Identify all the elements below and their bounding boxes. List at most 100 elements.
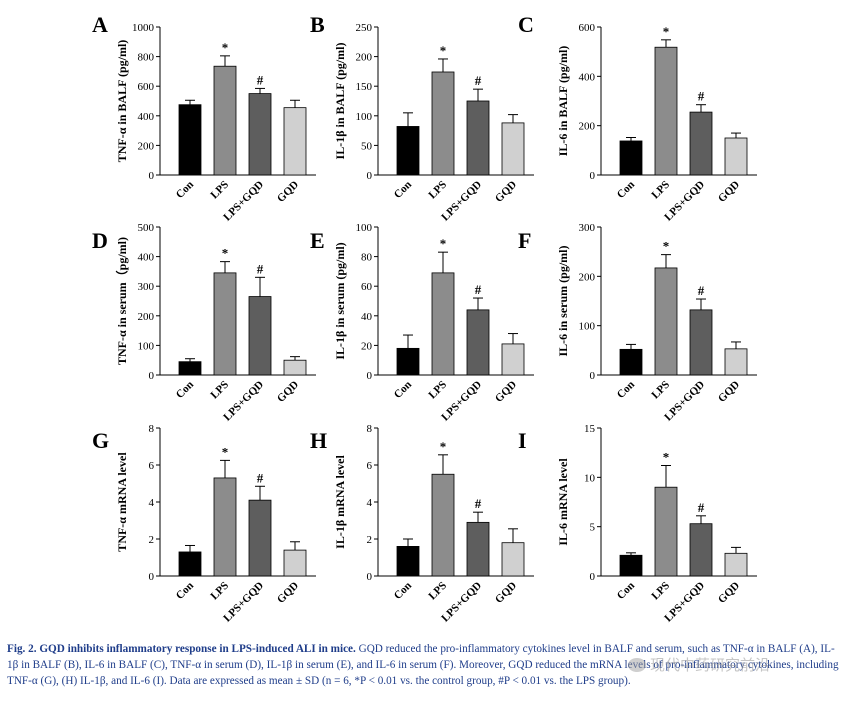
- category-label: GQD: [275, 580, 301, 606]
- y-tick-label: 80: [361, 252, 373, 264]
- significance-mark: #: [698, 500, 705, 515]
- y-axis-label: TNF-α in serum（pg/ml): [114, 237, 129, 365]
- bar-lps: [213, 477, 237, 577]
- y-axis-label: TNF-α in BALF (pg/ml): [115, 40, 129, 163]
- bar-gqd: [724, 552, 748, 577]
- y-axis-label: IL-6 in BALF (pg/ml): [556, 46, 570, 157]
- y-tick-label: 60: [361, 281, 373, 293]
- bar-con: [178, 551, 202, 577]
- bar-lps-gqd: [466, 100, 490, 176]
- category-label: LPS: [208, 179, 231, 202]
- bar-gqd: [724, 137, 748, 176]
- category-label: LPS: [649, 580, 672, 603]
- significance-mark: *: [663, 449, 670, 464]
- y-tick-label: 5: [590, 522, 596, 534]
- category-label: GQD: [493, 379, 519, 405]
- bar-lps-gqd: [466, 521, 490, 577]
- category-label: GQD: [493, 179, 519, 205]
- bar-gqd: [283, 359, 307, 376]
- category-label: GQD: [275, 379, 301, 405]
- y-tick-label: 8: [367, 423, 373, 435]
- bar-con: [619, 140, 643, 176]
- significance-mark: *: [440, 236, 447, 251]
- y-tick-label: 0: [367, 571, 373, 583]
- y-axis-label: TNF-α mRNA level: [115, 452, 129, 552]
- significance-mark: #: [475, 73, 482, 88]
- panel-E: E 0 20 40 60 80 100 IL-1β in serum (pg/ml) Con * L…: [310, 222, 534, 424]
- category-label: GQD: [275, 179, 301, 205]
- y-tick-label: 6: [149, 460, 155, 472]
- category-label: Con: [392, 379, 414, 401]
- category-label: LPS: [208, 580, 231, 603]
- y-tick-label: 600: [138, 81, 155, 93]
- category-label: GQD: [716, 379, 742, 405]
- y-tick-label: 250: [356, 22, 373, 34]
- y-tick-label: 10: [584, 472, 596, 484]
- bar-lps: [654, 267, 678, 376]
- bar-gqd: [724, 348, 748, 376]
- significance-mark: #: [475, 282, 482, 297]
- y-tick-label: 0: [590, 370, 596, 382]
- panel-B: B 0 50 100 150 200 250 IL-1β in BALF (pg/ml) Con…: [310, 12, 534, 224]
- bar-lps: [654, 486, 678, 577]
- y-tick-label: 100: [138, 340, 155, 352]
- significance-mark: *: [663, 24, 670, 39]
- bar-lps-gqd: [248, 93, 272, 176]
- bar-con: [396, 126, 420, 176]
- bar-con: [619, 348, 643, 376]
- y-tick-label: 2: [149, 534, 155, 546]
- y-tick-label: 200: [579, 271, 596, 283]
- category-label: Con: [615, 580, 637, 602]
- y-tick-label: 800: [138, 52, 155, 64]
- category-label: LPS: [426, 580, 449, 603]
- y-tick-label: 0: [590, 571, 596, 583]
- y-tick-label: 50: [361, 140, 373, 152]
- significance-mark: #: [257, 261, 264, 276]
- y-tick-label: 300: [579, 222, 596, 234]
- bar-lps-gqd: [248, 499, 272, 577]
- panel-letter: C: [518, 12, 534, 37]
- panel-letter: F: [518, 228, 531, 253]
- bar-lps: [654, 46, 678, 176]
- y-tick-label: 400: [138, 111, 155, 123]
- panel-letter: B: [310, 12, 325, 37]
- y-tick-label: 0: [367, 170, 373, 182]
- y-tick-label: 0: [149, 170, 155, 182]
- bar-gqd: [283, 107, 307, 176]
- bar-con: [396, 347, 420, 376]
- significance-mark: *: [222, 40, 229, 55]
- y-tick-label: 15: [584, 423, 596, 435]
- category-label: LPS: [649, 379, 672, 402]
- y-tick-label: 8: [149, 423, 155, 435]
- bar-con: [178, 104, 202, 176]
- category-label: GQD: [493, 580, 519, 606]
- y-axis-label: IL-6 in serum (pg/ml): [556, 245, 570, 356]
- category-label: LPS: [649, 179, 672, 202]
- bar-lps-gqd: [689, 111, 713, 176]
- panel-F: F 0 100 200 300 IL-6 in serum (pg/ml) Con * LPS #…: [518, 222, 757, 424]
- bar-lps: [431, 473, 455, 577]
- bar-con: [396, 546, 420, 577]
- y-tick-label: 400: [138, 252, 155, 264]
- category-label: Con: [174, 580, 196, 602]
- panel-letter: D: [92, 228, 108, 253]
- panel-letter: H: [310, 428, 327, 453]
- y-tick-label: 400: [579, 71, 596, 83]
- category-label: Con: [174, 179, 196, 201]
- y-tick-label: 0: [149, 370, 155, 382]
- category-label: Con: [392, 179, 414, 201]
- bar-lps: [431, 272, 455, 376]
- bar-lps: [431, 71, 455, 176]
- category-label: GQD: [716, 580, 742, 606]
- y-axis-label: IL-6 mRNA level: [556, 458, 570, 546]
- category-label: Con: [615, 379, 637, 401]
- y-tick-label: 1000: [132, 22, 155, 34]
- bar-lps-gqd: [689, 523, 713, 577]
- significance-mark: *: [663, 239, 670, 254]
- y-tick-label: 20: [361, 340, 373, 352]
